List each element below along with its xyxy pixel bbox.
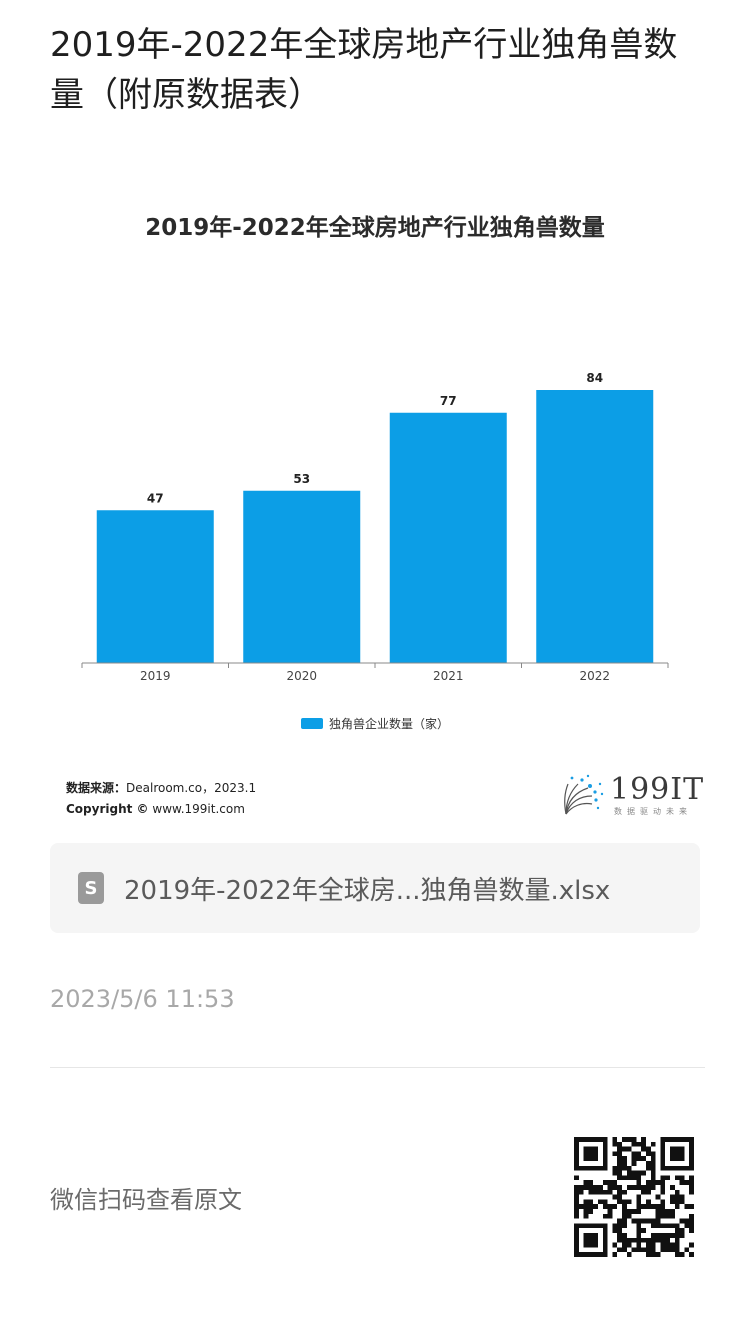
x-tick-label-2021: 2021 [433, 669, 464, 683]
bar-chart: 47 53 77 84 2019 2020 2021 2022 [81, 371, 669, 683]
199it-logo: 199IT 数据驱动未来 [558, 770, 703, 820]
divider [50, 1067, 705, 1068]
value-label-2020: 53 [293, 472, 310, 486]
copyright-text: www.199it.com [152, 802, 245, 816]
x-tick-label-2020: 2020 [286, 669, 317, 683]
legend-swatch [300, 718, 323, 729]
dandelion-logo-icon [564, 774, 604, 815]
bar-2021 [389, 412, 507, 663]
spreadsheet-file-icon: S [78, 872, 104, 904]
source-note: 数据来源：Dealroom.co，2023.1 Copyright © www.… [66, 778, 256, 820]
logo-text: 199IT [610, 772, 705, 807]
bar-2019 [96, 510, 214, 663]
source-label: 数据来源： [66, 781, 127, 795]
logo-subtitle: 数据驱动未来 [614, 807, 692, 816]
legend-label: 独角兽企业数量（家） [328, 717, 449, 731]
x-tick-label-2022: 2022 [579, 669, 610, 683]
value-label-2022: 84 [586, 371, 603, 385]
bar-2022 [536, 390, 654, 663]
chart-title: 2019年-2022年全球房地产行业独角兽数量 [145, 215, 605, 241]
x-tick-label-2019: 2019 [140, 669, 171, 683]
bar-2020 [243, 490, 361, 663]
page-title: 2019年-2022年全球房地产行业独角兽数量（附原数据表） [50, 25, 678, 115]
value-label-2021: 77 [440, 394, 457, 408]
source-text: Dealroom.co，2023.1 [126, 781, 257, 795]
publish-timestamp: 2023/5/6 11:53 [50, 985, 235, 1013]
copyright-label: Copyright © [66, 802, 149, 816]
attachment-card[interactable]: S 2019年-2022年全球房...独角兽数量.xlsx [50, 843, 700, 933]
chart-legend: 独角兽企业数量（家） [0, 715, 750, 732]
attachment-file-name[interactable]: 2019年-2022年全球房...独角兽数量.xlsx [124, 875, 611, 906]
value-label-2019: 47 [147, 491, 164, 505]
wechat-scan-text: 微信扫码查看原文 [50, 1186, 242, 1214]
qr-code-icon[interactable] [574, 1137, 694, 1257]
